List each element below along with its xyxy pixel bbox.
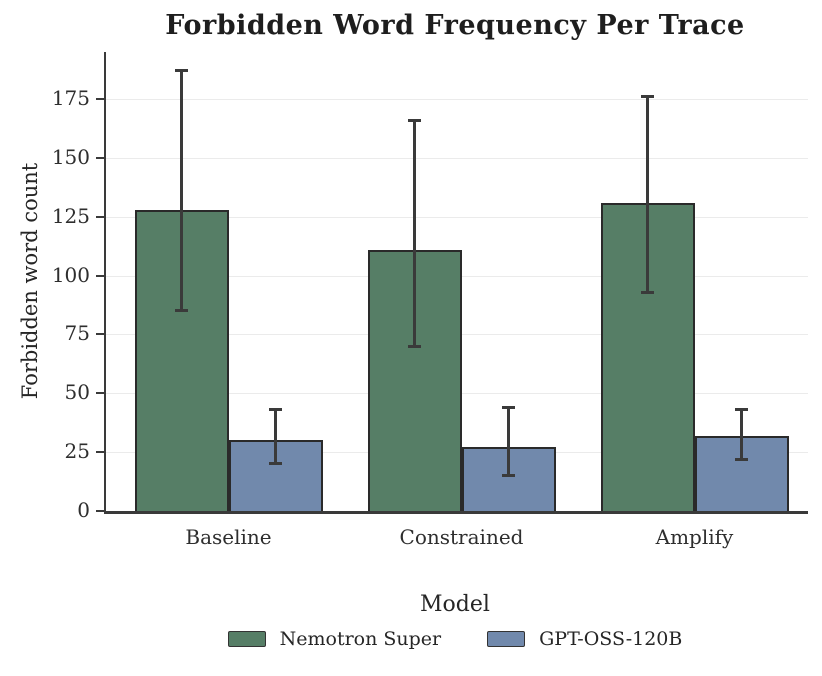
legend-swatch bbox=[227, 631, 266, 647]
error-bar bbox=[274, 409, 277, 464]
error-bar bbox=[646, 96, 649, 293]
error-bar-cap-top bbox=[269, 408, 282, 412]
y-tick-label: 150 bbox=[51, 144, 90, 169]
y-tick-mark bbox=[96, 510, 104, 512]
error-bar bbox=[180, 70, 183, 311]
error-bar bbox=[740, 409, 743, 460]
error-bar-cap-bottom bbox=[175, 309, 188, 313]
gridline bbox=[106, 157, 808, 159]
y-axis-label: Forbidden word count bbox=[18, 162, 42, 400]
gridline bbox=[106, 216, 808, 218]
y-tick-label: 100 bbox=[51, 262, 90, 287]
y-tick-mark bbox=[96, 274, 104, 277]
y-tick-mark bbox=[96, 156, 104, 159]
x-axis-label: Model bbox=[420, 592, 490, 617]
error-bar-cap-bottom bbox=[269, 462, 282, 466]
legend: Nemotron Super GPT-OSS-120B bbox=[104, 628, 806, 650]
legend-label: GPT-OSS-120B bbox=[539, 628, 683, 650]
y-tick-mark bbox=[96, 392, 104, 395]
error-bar-cap-bottom bbox=[502, 474, 515, 478]
legend-item: Nemotron Super bbox=[227, 628, 442, 650]
error-bar-cap-top bbox=[408, 118, 421, 122]
error-bar bbox=[413, 120, 416, 347]
legend-label: Nemotron Super bbox=[279, 628, 442, 650]
error-bar-cap-top bbox=[735, 408, 748, 412]
y-tick-label: 125 bbox=[51, 203, 90, 228]
y-tick-label: 50 bbox=[64, 380, 90, 405]
chart-title: Forbidden Word Frequency Per Trace bbox=[165, 10, 745, 41]
x-tick-label: Baseline bbox=[185, 525, 272, 549]
y-tick-mark bbox=[96, 333, 104, 336]
error-bar-cap-top bbox=[175, 69, 188, 73]
legend-item: GPT-OSS-120B bbox=[487, 628, 682, 650]
error-bar-cap-bottom bbox=[735, 457, 748, 461]
y-tick-mark bbox=[96, 215, 104, 218]
gridline bbox=[106, 99, 808, 101]
y-tick-label: 75 bbox=[64, 321, 90, 346]
y-tick-label: 175 bbox=[51, 86, 90, 111]
y-tick-mark bbox=[96, 98, 104, 101]
error-bar bbox=[507, 407, 510, 476]
y-tick-label: 25 bbox=[64, 439, 90, 464]
y-tick-label: 0 bbox=[77, 498, 90, 522]
plot-area: 0 25 50 75 100 125 150 175 Baseline Constrained Am… bbox=[52, 52, 808, 549]
bar-nemotron-super-baseline bbox=[134, 209, 229, 511]
legend-swatch bbox=[487, 631, 526, 647]
x-tick-label: Constrained bbox=[399, 525, 524, 549]
x-tick-label: Amplify bbox=[655, 525, 734, 549]
y-tick-mark bbox=[96, 451, 104, 454]
error-bar-cap-bottom bbox=[408, 344, 421, 348]
error-bar-cap-bottom bbox=[641, 290, 654, 294]
error-bar-cap-top bbox=[502, 405, 515, 409]
error-bar-cap-top bbox=[641, 95, 654, 99]
